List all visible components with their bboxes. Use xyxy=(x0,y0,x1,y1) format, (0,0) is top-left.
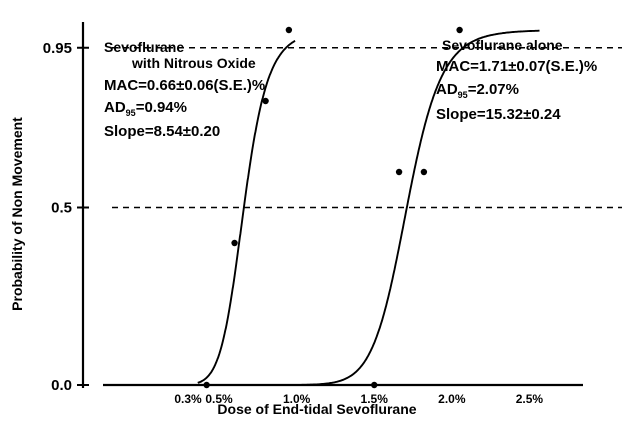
y-tick-label-1: 0.5 xyxy=(51,200,72,217)
y-axis-title: Probability of Non Movement xyxy=(9,117,25,311)
annotation-left-ad-prefix: AD xyxy=(104,99,126,116)
annotation-left-ad-value: =0.94% xyxy=(136,99,187,116)
annotation-left-slope: Slope=8.54±0.20 xyxy=(104,123,220,140)
annotation-right-ad-prefix: AD xyxy=(436,81,458,98)
y-tick-label-2: 0.95 xyxy=(43,40,72,57)
annotation-left-ad-sub: 95 xyxy=(126,108,136,118)
annotation-right-line1: Sevoflurane alone xyxy=(442,37,563,53)
x-tick-label-0: 0.3% xyxy=(174,392,202,406)
series-1-point-3 xyxy=(456,26,463,34)
series-0-point-0 xyxy=(203,381,210,389)
annotation-right-ad95: AD95=2.07% xyxy=(436,81,519,100)
x-tick-label-3: 1.5% xyxy=(361,392,389,406)
annotation-left-mac: MAC=0.66±0.06(S.E.)% xyxy=(104,77,265,94)
reference-lines xyxy=(112,46,622,209)
annotation-left-line1: Sevoflurane xyxy=(104,39,184,55)
annotation-right: Sevoflurane alone MAC=1.71±0.07(S.E.)% A… xyxy=(436,37,597,123)
annotation-right-ad-value: =2.07% xyxy=(468,81,519,98)
y-tick-label-0: 0.0 xyxy=(51,377,72,394)
x-tick-label-1: 0.5% xyxy=(205,392,233,406)
series-1-point-2 xyxy=(420,168,428,176)
series-1-point-0 xyxy=(371,381,378,389)
series-1-curve xyxy=(287,29,540,386)
annotation-left: Sevoflurane with Nitrous Oxide MAC=0.66±… xyxy=(104,39,265,140)
series-0-point-1 xyxy=(231,239,238,247)
annotation-right-mac: MAC=1.71±0.07(S.E.)% xyxy=(436,58,597,75)
annotation-left-ad95: AD95=0.94% xyxy=(104,99,187,118)
x-tick-label-5: 2.5% xyxy=(516,392,544,406)
series-0-point-3 xyxy=(285,26,293,34)
series-1-point-1 xyxy=(395,168,403,176)
data-points xyxy=(203,26,463,389)
series-0-curve xyxy=(197,39,296,384)
x-axis-title: Dose of End-tidal Sevoflurane xyxy=(217,401,416,417)
x-tick-label-2: 1.0% xyxy=(283,392,311,406)
x-ticks: 0.3% 0.5% 1.0% 1.5% 2.0% 2.5% xyxy=(174,392,543,406)
y-ticks: 0.0 0.5 0.95 xyxy=(43,40,89,394)
x-tick-label-4: 2.0% xyxy=(438,392,466,406)
series-0-point-2 xyxy=(262,97,269,105)
annotation-right-slope: Slope=15.32±0.24 xyxy=(436,106,561,123)
annotation-right-ad-sub: 95 xyxy=(458,90,468,100)
annotation-left-line2: with Nitrous Oxide xyxy=(131,55,256,71)
sigmoid-curves xyxy=(197,29,540,386)
